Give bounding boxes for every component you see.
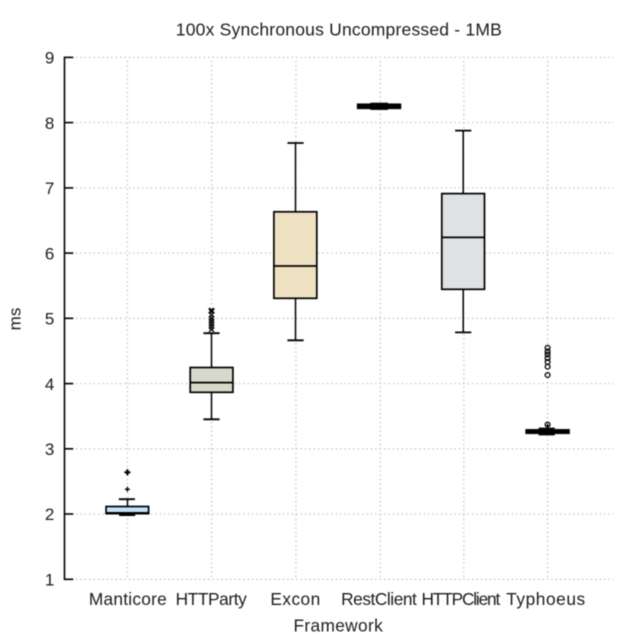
svg-text:Typhoeus: Typhoeus — [506, 589, 585, 609]
svg-text:9: 9 — [45, 49, 54, 68]
svg-text:HTTPClient: HTTPClient — [422, 589, 501, 609]
svg-text:Framework: Framework — [293, 616, 383, 636]
svg-text:Manticore: Manticore — [89, 589, 167, 609]
svg-text:100x Synchronous Uncompressed: 100x Synchronous Uncompressed - 1MB — [176, 20, 502, 40]
svg-text:8: 8 — [45, 114, 54, 133]
svg-text:Excon: Excon — [270, 589, 320, 609]
svg-text:2: 2 — [45, 505, 54, 524]
svg-text:HTTParty: HTTParty — [176, 589, 248, 609]
svg-text:7: 7 — [45, 179, 54, 198]
svg-text:4: 4 — [45, 375, 54, 394]
svg-text:6: 6 — [45, 244, 54, 263]
svg-text:5: 5 — [45, 310, 54, 329]
svg-text:3: 3 — [45, 440, 54, 459]
svg-text:RestClient: RestClient — [341, 589, 417, 609]
svg-text:ms: ms — [6, 308, 25, 331]
svg-text:1: 1 — [45, 571, 54, 590]
